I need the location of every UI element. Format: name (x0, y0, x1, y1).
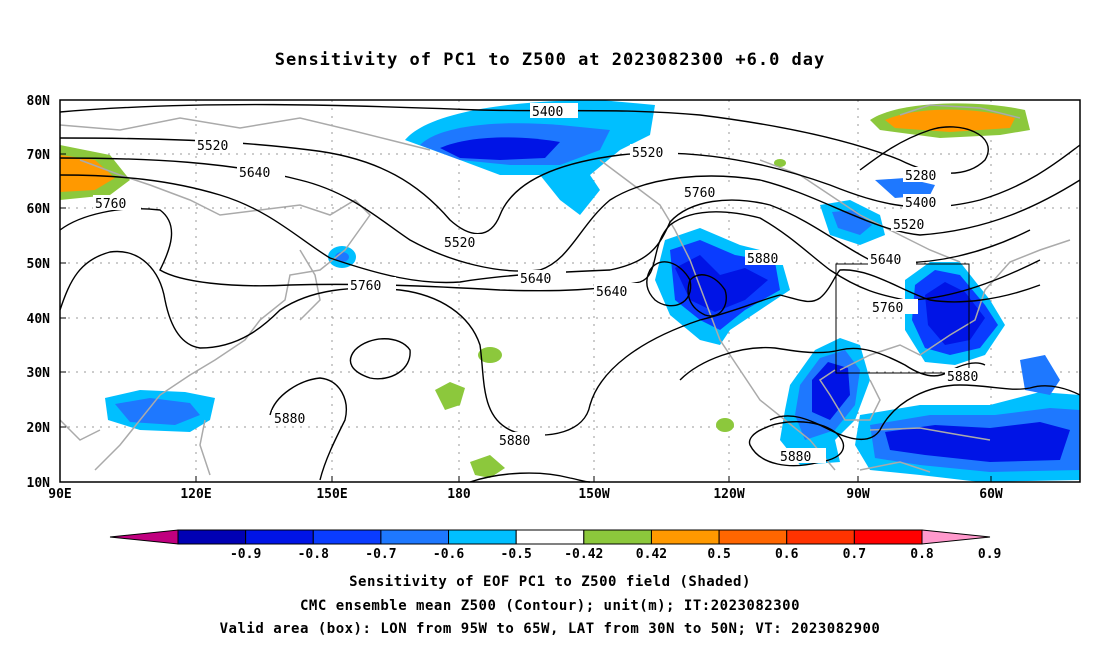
colorbar-label: 0.9 (978, 547, 1001, 562)
colorbar-segment (109, 529, 179, 545)
contour-label: 5520 (632, 146, 663, 161)
colorbar-labels: -0.9 -0.8 -0.7 -0.6 -0.5 -0.42 0.42 0.5 0.6 0.7 0.… (230, 547, 1001, 562)
lon-label: 60W (979, 487, 1003, 502)
lon-label: 90W (846, 487, 870, 502)
colorbar-segment (448, 529, 517, 545)
caption-line-2: CMC ensemble mean Z500 (Contour); unit(m… (299, 598, 800, 614)
contour-label: 5640 (520, 272, 551, 287)
sensitivity-shading (60, 100, 1080, 482)
colorbar-label: 0.42 (636, 547, 667, 562)
colorbar-label: -0.42 (564, 547, 603, 562)
contour-label: 5400 (532, 105, 563, 120)
colorbar-label: 0.8 (910, 547, 934, 562)
colorbar-segment (312, 529, 382, 545)
lon-label: 120W (713, 487, 744, 502)
lat-label: 80N (27, 94, 51, 109)
lat-label: 20N (27, 421, 51, 436)
lat-label: 10N (27, 476, 51, 491)
colorbar-segment (583, 529, 652, 545)
lat-label: 40N (27, 312, 51, 327)
lon-label: 150W (578, 487, 609, 502)
lat-label: 60N (27, 202, 51, 217)
lat-label: 30N (27, 366, 51, 381)
caption-line-1: Sensitivity of EOF PC1 to Z500 field (Sh… (349, 574, 751, 590)
contour-label: 5880 (499, 434, 530, 449)
lon-label: 120E (180, 487, 211, 502)
coastlines (59, 104, 1071, 476)
contour-label: 5760 (872, 301, 903, 316)
colorbar-label: -0.5 (501, 547, 532, 562)
contour-label: 5280 (905, 169, 936, 184)
contour-label: 5400 (905, 196, 936, 211)
colorbar-label: -0.6 (433, 547, 464, 562)
lat-label: 50N (27, 257, 51, 272)
colorbar-segment (177, 529, 247, 545)
colorbar (109, 529, 991, 545)
contour-label: 5640 (239, 166, 270, 181)
colorbar-segment (786, 529, 855, 545)
colorbar-label: 0.5 (707, 547, 730, 562)
contour-label: 5760 (684, 186, 715, 201)
longitude-labels: 90E 120E 150E 180 150W 120W 90W 60W (48, 487, 1003, 502)
contour-labels: 5400 5520 5640 5760 5520 5640 5760 5880 … (93, 103, 993, 465)
contour-label: 5760 (350, 279, 381, 294)
contour-label: 5880 (274, 412, 305, 427)
lat-label: 70N (27, 148, 51, 163)
colorbar-label: 0.7 (843, 547, 866, 562)
contour-label: 5880 (947, 370, 978, 385)
colorbar-label: 0.6 (775, 547, 799, 562)
caption-line-3: Valid area (box): LON from 95W to 65W, L… (219, 621, 881, 637)
colorbar-segment (650, 529, 720, 545)
contour-label: 5520 (444, 236, 475, 251)
contour-label: 5880 (780, 450, 811, 465)
colorbar-segment (921, 529, 991, 545)
colorbar-segment (515, 529, 585, 545)
map-frame (59, 99, 1081, 483)
contour-label: 5880 (747, 252, 778, 267)
contour-label: 5520 (893, 218, 924, 233)
colorbar-segment (380, 529, 450, 545)
colorbar-label: -0.7 (365, 547, 396, 562)
colorbar-segment (853, 529, 923, 545)
map-title: Sensitivity of PC1 to Z500 at 2023082300… (274, 50, 826, 70)
lon-label: 90E (48, 487, 71, 502)
lon-label: 180 (447, 487, 471, 502)
colorbar-label: -0.8 (298, 547, 329, 562)
colorbar-segment (718, 529, 788, 545)
contour-label: 5640 (596, 285, 627, 300)
axis-ticks (60, 99, 992, 482)
contour-label: 5640 (870, 253, 901, 268)
colorbar-label: -0.9 (230, 547, 261, 562)
contour-label: 5760 (95, 197, 126, 212)
latitude-labels: 80N 70N 60N 50N 40N 30N 20N 10N (27, 94, 51, 491)
contour-label: 5520 (197, 139, 228, 154)
lon-label: 150E (316, 487, 347, 502)
colorbar-segment (245, 529, 314, 545)
